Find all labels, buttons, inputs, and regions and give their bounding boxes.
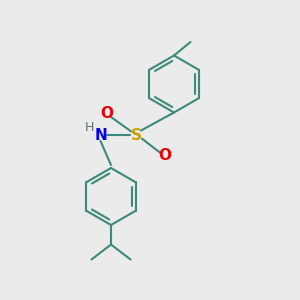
- Text: H: H: [84, 121, 94, 134]
- Text: O: O: [158, 148, 172, 164]
- Text: O: O: [100, 106, 113, 122]
- Text: N: N: [94, 128, 107, 142]
- Text: S: S: [131, 128, 142, 142]
